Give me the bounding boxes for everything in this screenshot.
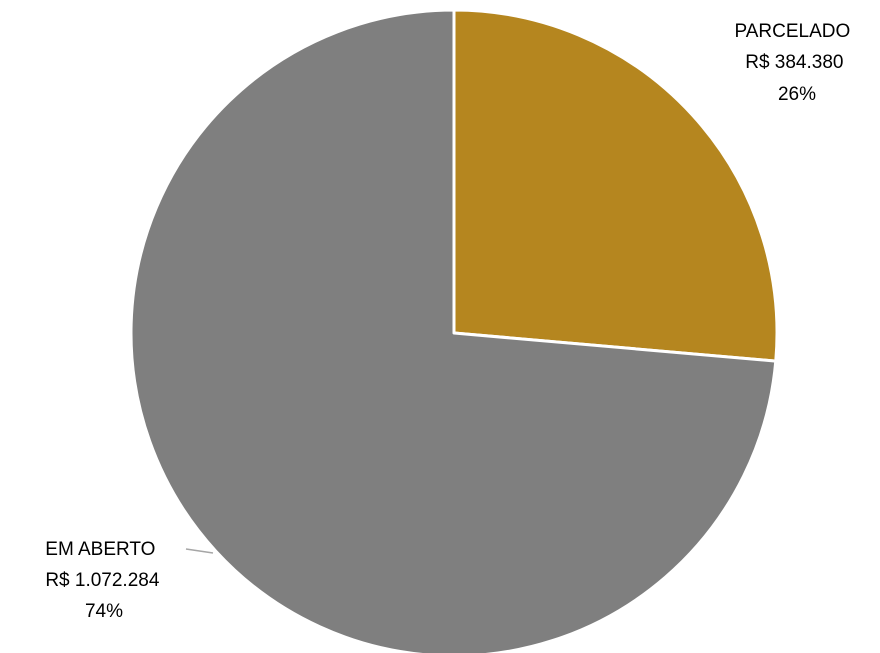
pie-slice-parcelado [452,8,779,363]
slice-category-parcelado: PARCELADO [734,21,850,42]
slice-value-em-aberto: R$ 1.072.284 [45,570,160,591]
slice-percent-parcelado: 26% [778,84,816,105]
pie-slice-em-aberto [129,8,778,653]
slice-value-parcelado: R$ 384.380 [745,52,843,73]
slice-label-parcelado: PARCELADO R$ 384.380 26% [734,21,855,105]
leader-line-em-aberto [185,548,214,554]
slice-percent-em-aberto: 74% [85,601,123,622]
slice-label-em-aberto: EM ABERTO R$ 1.072.284 74% [45,539,164,622]
pie-slices [129,8,779,653]
leader-lines [185,548,214,554]
slice-category-em-aberto: EM ABERTO [45,539,155,560]
